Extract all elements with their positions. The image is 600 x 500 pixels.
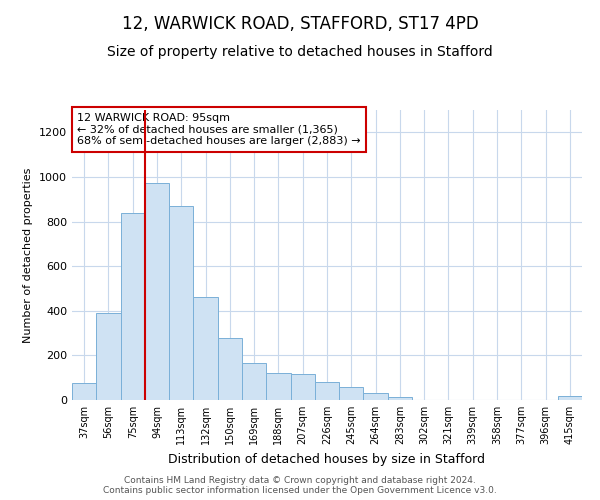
Bar bbox=[558, 396, 582, 400]
Bar bbox=[169, 206, 193, 400]
Bar bbox=[218, 338, 242, 400]
Bar bbox=[145, 182, 169, 400]
Bar bbox=[72, 384, 96, 400]
Text: Contains HM Land Registry data © Crown copyright and database right 2024.
Contai: Contains HM Land Registry data © Crown c… bbox=[103, 476, 497, 495]
Bar bbox=[315, 382, 339, 400]
Bar bbox=[364, 394, 388, 400]
Bar bbox=[266, 373, 290, 400]
Bar bbox=[339, 386, 364, 400]
X-axis label: Distribution of detached houses by size in Stafford: Distribution of detached houses by size … bbox=[169, 452, 485, 466]
Y-axis label: Number of detached properties: Number of detached properties bbox=[23, 168, 34, 342]
Text: 12 WARWICK ROAD: 95sqm
← 32% of detached houses are smaller (1,365)
68% of semi-: 12 WARWICK ROAD: 95sqm ← 32% of detached… bbox=[77, 113, 361, 146]
Text: Size of property relative to detached houses in Stafford: Size of property relative to detached ho… bbox=[107, 45, 493, 59]
Text: 12, WARWICK ROAD, STAFFORD, ST17 4PD: 12, WARWICK ROAD, STAFFORD, ST17 4PD bbox=[122, 15, 478, 33]
Bar bbox=[388, 396, 412, 400]
Bar bbox=[290, 374, 315, 400]
Bar bbox=[96, 313, 121, 400]
Bar bbox=[193, 298, 218, 400]
Bar bbox=[121, 212, 145, 400]
Bar bbox=[242, 363, 266, 400]
